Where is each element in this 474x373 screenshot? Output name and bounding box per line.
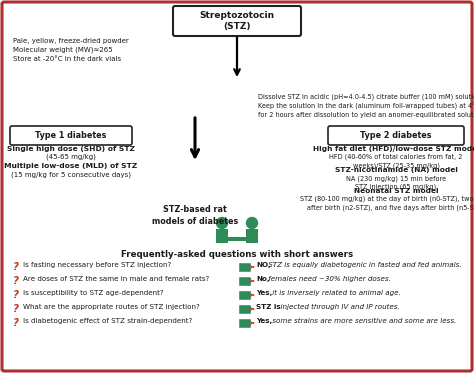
FancyBboxPatch shape (239, 276, 252, 285)
Text: STZ (80-100 mg/kg) at the day of birth (n0-STZ), two days
after birth (n2-STZ), : STZ (80-100 mg/kg) at the day of birth (… (301, 196, 474, 211)
Text: STZ is: STZ is (256, 304, 281, 310)
Text: injected through IV and IP routes.: injected through IV and IP routes. (276, 304, 400, 310)
Text: Neonatal STZ model: Neonatal STZ model (354, 188, 438, 194)
Text: Yes,: Yes, (256, 318, 272, 324)
Circle shape (217, 217, 228, 229)
Text: Frequently-asked questions with short answers: Frequently-asked questions with short an… (121, 250, 353, 259)
Text: some strains are more sensitive and some are less.: some strains are more sensitive and some… (270, 318, 456, 324)
FancyBboxPatch shape (239, 291, 252, 300)
Circle shape (246, 217, 257, 229)
Text: Is diabetogenic effect of STZ strain-dependent?: Is diabetogenic effect of STZ strain-dep… (23, 318, 192, 324)
FancyBboxPatch shape (239, 319, 252, 327)
FancyBboxPatch shape (224, 237, 250, 241)
Text: it is inversely related to animal age.: it is inversely related to animal age. (270, 290, 401, 296)
FancyBboxPatch shape (246, 229, 258, 243)
Text: Type 1 diabetes: Type 1 diabetes (35, 131, 107, 140)
Text: HFD (40-60% of total calories from fat, 2
weeks)/STZ (25-35 mg/kg): HFD (40-60% of total calories from fat, … (329, 154, 463, 169)
Text: females need ~30% higher doses.: females need ~30% higher doses. (266, 276, 391, 282)
Text: Type 2 diabetes: Type 2 diabetes (360, 131, 432, 140)
FancyBboxPatch shape (173, 6, 301, 36)
FancyBboxPatch shape (216, 229, 228, 243)
Text: ?: ? (13, 262, 19, 272)
Text: Single high dose (SHD) of STZ: Single high dose (SHD) of STZ (7, 146, 135, 152)
Text: Is susceptibility to STZ age-dependent?: Is susceptibility to STZ age-dependent? (23, 290, 164, 296)
Text: Streptozotocin
(STZ): Streptozotocin (STZ) (200, 11, 274, 31)
FancyBboxPatch shape (239, 304, 252, 313)
FancyBboxPatch shape (239, 263, 252, 272)
Text: STZ is equally diabetogenic in fasted and fed animals.: STZ is equally diabetogenic in fasted an… (266, 262, 462, 268)
FancyBboxPatch shape (2, 2, 472, 371)
Text: Pale, yellow, freeze-dried powder
Molecular weight (MW)≈265
Store at -20°C in th: Pale, yellow, freeze-dried powder Molecu… (13, 38, 129, 62)
FancyBboxPatch shape (328, 126, 464, 145)
Text: No,: No, (256, 276, 270, 282)
Text: (15 mg/kg for 5 consecutive days): (15 mg/kg for 5 consecutive days) (11, 171, 131, 178)
Text: Yes,: Yes, (256, 290, 272, 296)
Text: What are the appropriate routes of STZ injection?: What are the appropriate routes of STZ i… (23, 304, 200, 310)
Text: Dissolve STZ in acidic (pH=4.0-4.5) citrate buffer (100 mM) solution
Keep the so: Dissolve STZ in acidic (pH=4.0-4.5) citr… (258, 93, 474, 118)
Text: ?: ? (13, 276, 19, 286)
Text: Multiple low-dose (MLD) of STZ: Multiple low-dose (MLD) of STZ (4, 163, 137, 169)
Text: ?: ? (13, 318, 19, 328)
Text: ?: ? (13, 304, 19, 314)
Text: NO,: NO, (256, 262, 271, 268)
Text: Is fasting necessary before STZ injection?: Is fasting necessary before STZ injectio… (23, 262, 171, 268)
Text: NA (230 mg/kg) 15 min before
STZ injection (65 mg/kg): NA (230 mg/kg) 15 min before STZ injecti… (346, 175, 446, 190)
Text: STZ-nicotinamide (NA) model: STZ-nicotinamide (NA) model (335, 167, 457, 173)
Text: (45-65 mg/kg): (45-65 mg/kg) (46, 154, 96, 160)
FancyBboxPatch shape (10, 126, 132, 145)
Text: Are doses of STZ the same in male and female rats?: Are doses of STZ the same in male and fe… (23, 276, 209, 282)
Text: STZ-based rat
models of diabetes: STZ-based rat models of diabetes (152, 205, 238, 226)
Text: ?: ? (13, 290, 19, 300)
Text: High fat diet (HFD)/low-dose STZ model: High fat diet (HFD)/low-dose STZ model (313, 146, 474, 152)
